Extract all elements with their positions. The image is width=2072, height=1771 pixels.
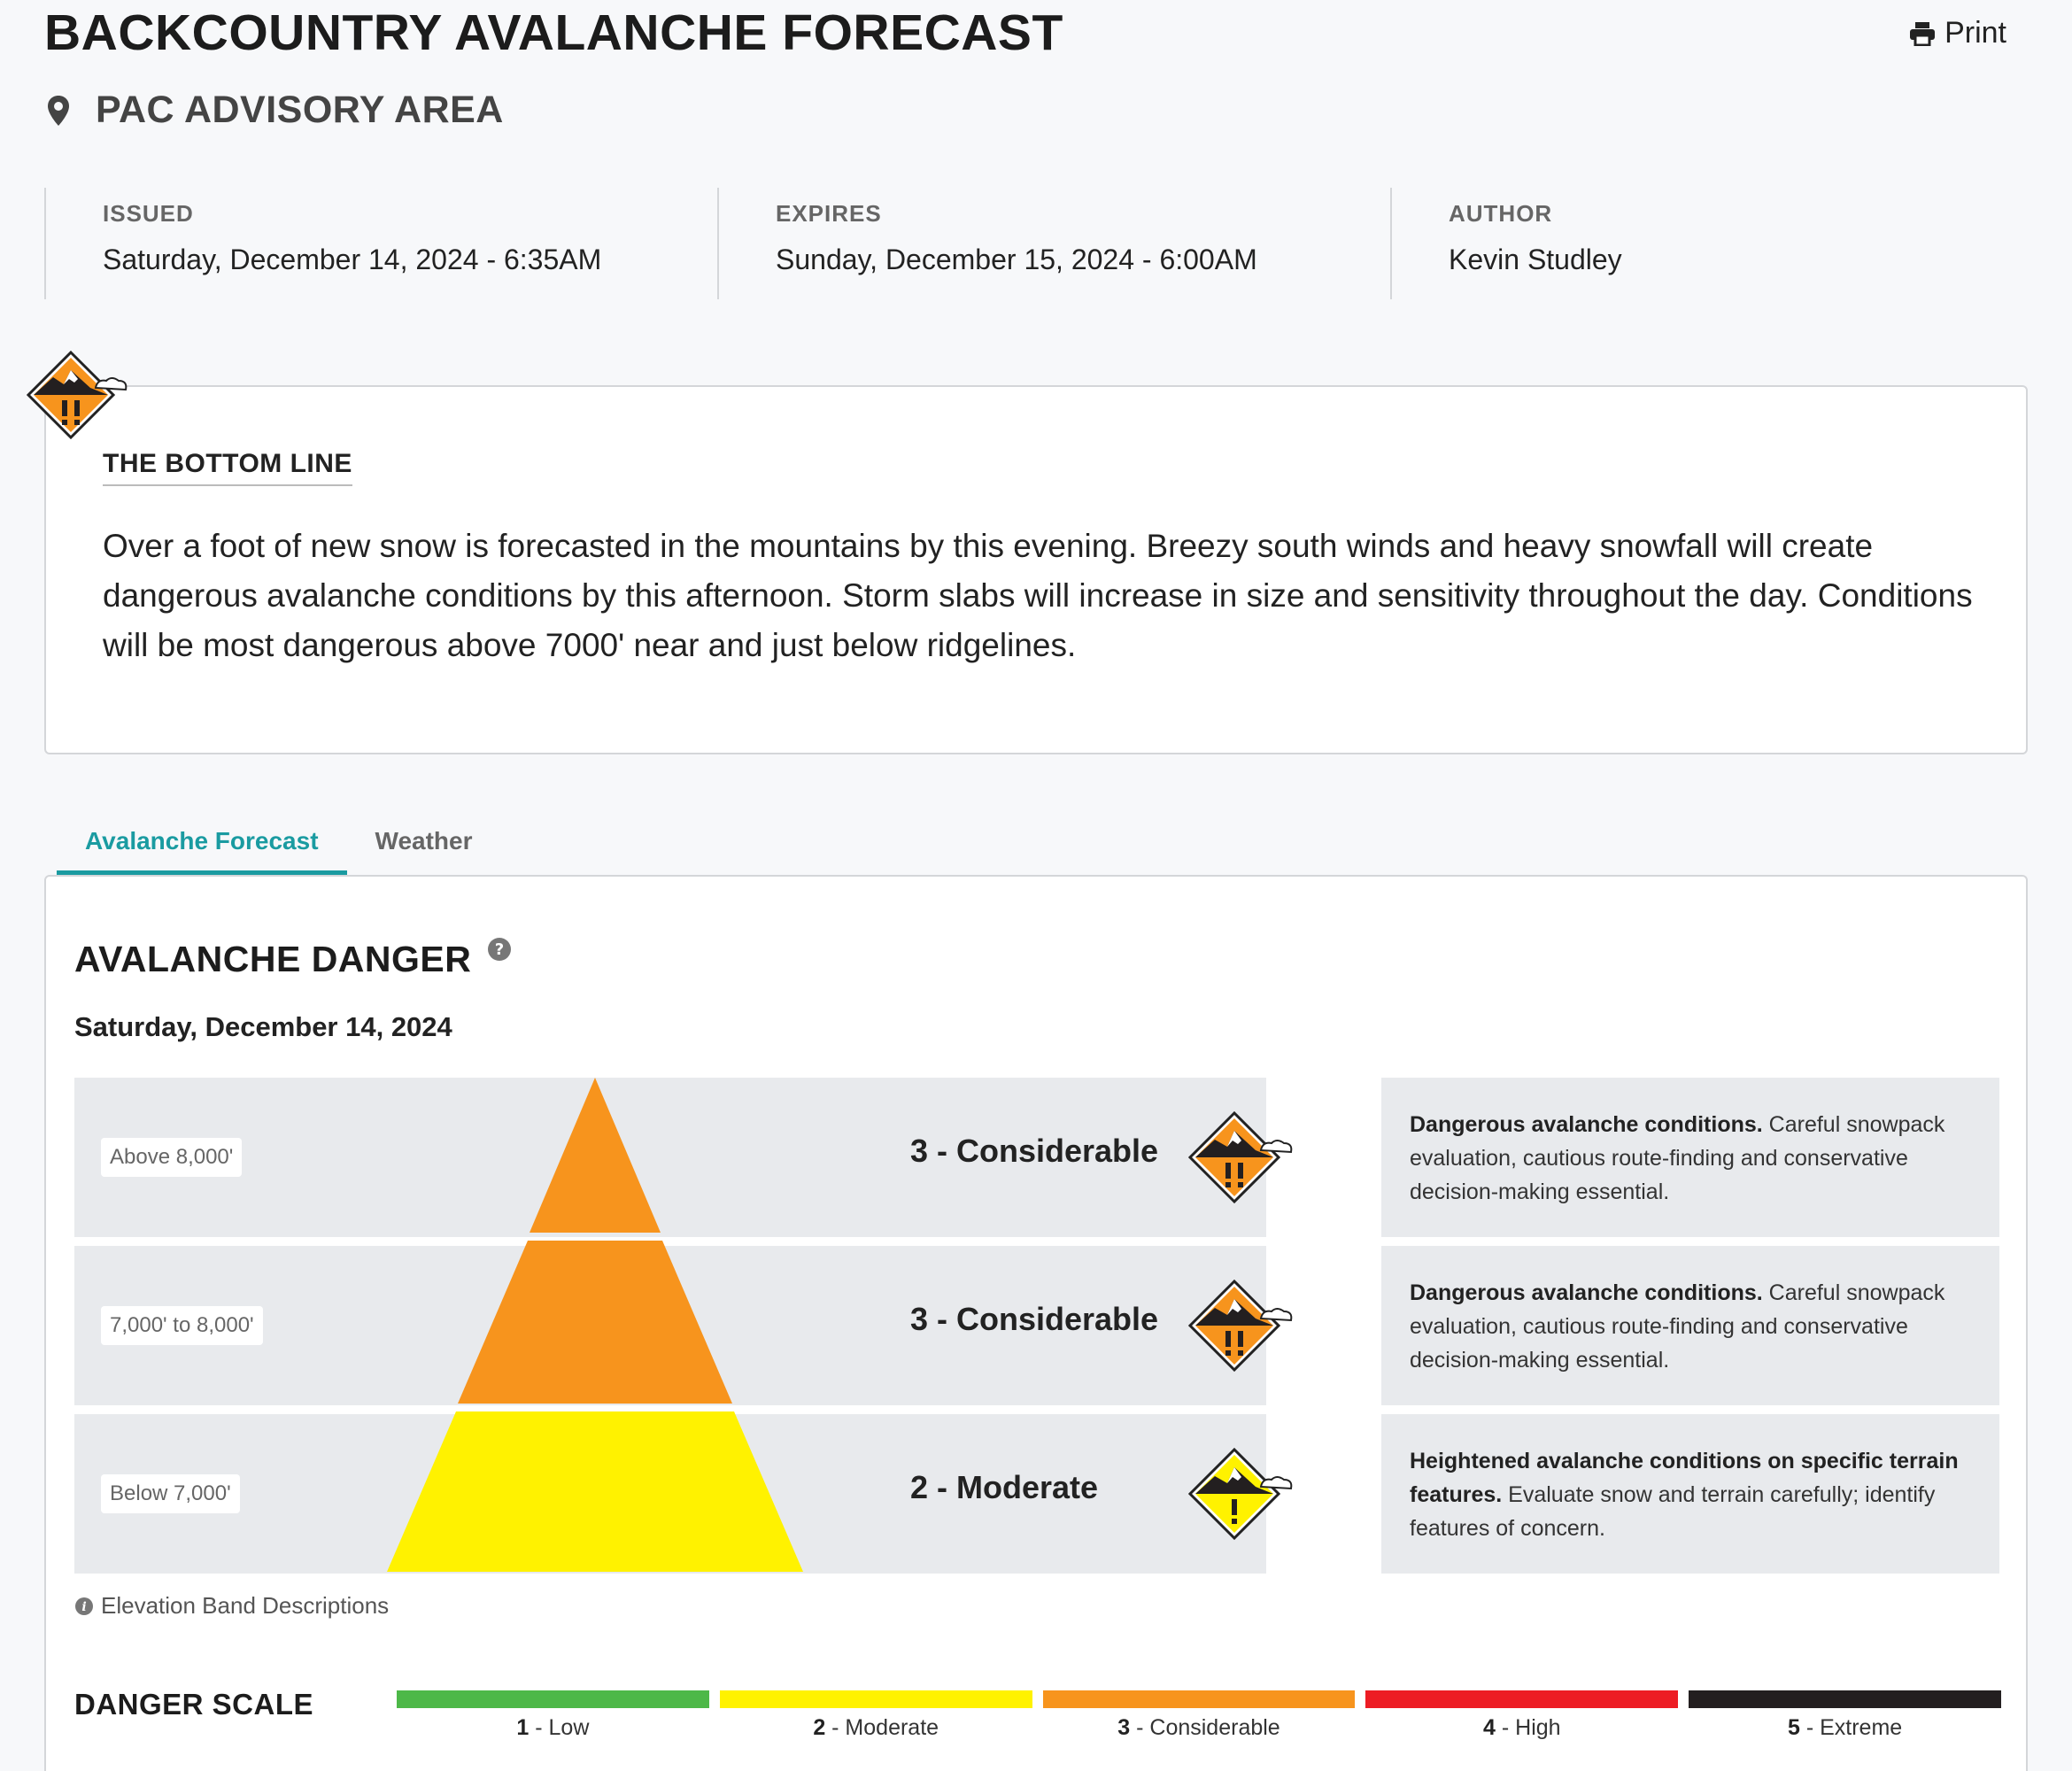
print-button[interactable]: Print [1909,16,2006,50]
moderate-danger-icon [1188,1448,1293,1540]
issued-value: Saturday, December 14, 2024 - 6:35AM [103,244,602,275]
scale-label: 1 - Low [516,1715,590,1740]
description-text: Careful snowpack evaluation, cautious ro… [1410,1280,1945,1373]
elevation-band-descriptions-link[interactable]: i Elevation Band Descriptions [74,1592,389,1620]
considerable-danger-icon [1188,1111,1293,1203]
danger-scale-title: DANGER SCALE [74,1688,314,1721]
danger-date: Saturday, December 14, 2024 [74,1011,452,1042]
elevation-band-middle: 7,000' to 8,000' 3 - Considerable [74,1246,1266,1405]
elevation-label: Below 7,000' [101,1474,240,1513]
elevation-link-label: Elevation Band Descriptions [101,1592,390,1619]
author-label: AUTHOR [1449,200,1553,227]
avalanche-forecast-panel: AVALANCHE DANGER ? Saturday, December 14… [44,875,2028,1771]
author-value: Kevin Studley [1449,244,1622,275]
bottom-line-card: THE BOTTOM LINE Over a foot of new snow … [44,385,2028,754]
description-text: Careful snowpack evaluation, cautious ro… [1410,1112,1945,1204]
help-icon[interactable]: ? [487,937,512,962]
scale-level-low: 1 - Low [397,1690,709,1741]
scale-level-extreme: 5 - Extreme [1689,1690,2001,1741]
forecast-meta: ISSUED Saturday, December 14, 2024 - 6:3… [44,188,2072,299]
area-name: PAC ADVISORY AREA [96,89,504,131]
scale-label: 3 - Considerable [1117,1715,1280,1740]
scale-bar [397,1690,709,1708]
scale-bar [719,1690,1032,1708]
elevation-label: Above 8,000' [101,1138,243,1177]
elevation-band-lower: Below 7,000' 2 - Moderate [74,1414,1266,1574]
svg-text:?: ? [495,940,504,959]
scale-level-considerable: 3 - Considerable [1042,1690,1356,1741]
bottom-line-heading: THE BOTTOM LINE [103,449,352,486]
scale-bar [1365,1690,1679,1708]
scale-label: 2 - Moderate [813,1715,939,1740]
danger-rating: 2 - Moderate [910,1469,1099,1505]
description-bold: Heightened avalanche conditions on speci… [1410,1449,1959,1507]
expires-value: Sunday, December 15, 2024 - 6:00AM [776,244,1257,275]
printer-icon [1910,21,1936,46]
scale-bar [1042,1690,1356,1708]
considerable-danger-icon [1188,1280,1293,1372]
page-title: BACKCOUNTRY AVALANCHE FORECAST [44,4,1063,61]
scale-label: 4 - High [1483,1715,1561,1740]
scale-label: 5 - Extreme [1787,1715,1903,1740]
elevation-band-upper: Above 8,000' 3 - Considerable [74,1078,1266,1237]
print-label: Print [1944,16,2006,50]
considerable-danger-icon [27,351,128,439]
issued-block: ISSUED Saturday, December 14, 2024 - 6:3… [44,188,717,299]
description-bold: Dangerous avalanche conditions. [1410,1112,1763,1137]
forecast-tabs: Avalanche Forecast Weather [57,819,501,876]
info-icon: i [75,1597,93,1615]
scale-level-high: 4 - High [1365,1690,1679,1741]
scale-level-moderate: 2 - Moderate [719,1690,1032,1741]
svg-text:i: i [81,1600,86,1614]
description-bold: Dangerous avalanche conditions. [1410,1280,1763,1305]
expires-label: EXPIRES [776,200,882,227]
expires-block: EXPIRES Sunday, December 15, 2024 - 6:00… [717,188,1390,299]
tab-weather[interactable]: Weather [375,827,473,855]
danger-rating: 3 - Considerable [910,1133,1159,1169]
tab-avalanche-forecast[interactable]: Avalanche Forecast [57,819,347,876]
danger-rating: 3 - Considerable [910,1301,1159,1337]
map-pin-icon [48,95,69,126]
danger-description: Heightened avalanche conditions on speci… [1381,1414,1999,1574]
bottom-line-text: Over a foot of new snow is forecasted in… [103,528,1973,663]
author-block: AUTHOR Kevin Studley [1390,188,2063,299]
danger-description: Dangerous avalanche conditions. Careful … [1381,1078,1999,1237]
danger-description: Dangerous avalanche conditions. Careful … [1381,1246,1999,1405]
description-text: Evaluate snow and terrain carefully; ide… [1410,1482,1936,1541]
issued-label: ISSUED [103,200,194,227]
scale-bar [1689,1690,2001,1708]
avalanche-danger-title: AVALANCHE DANGER [74,939,472,979]
advisory-area: PAC ADVISORY AREA [46,89,504,132]
elevation-label: 7,000' to 8,000' [101,1306,263,1345]
danger-scale: 1 - Low 2 - Moderate 3 - Considerable 4 … [397,1690,2001,1741]
